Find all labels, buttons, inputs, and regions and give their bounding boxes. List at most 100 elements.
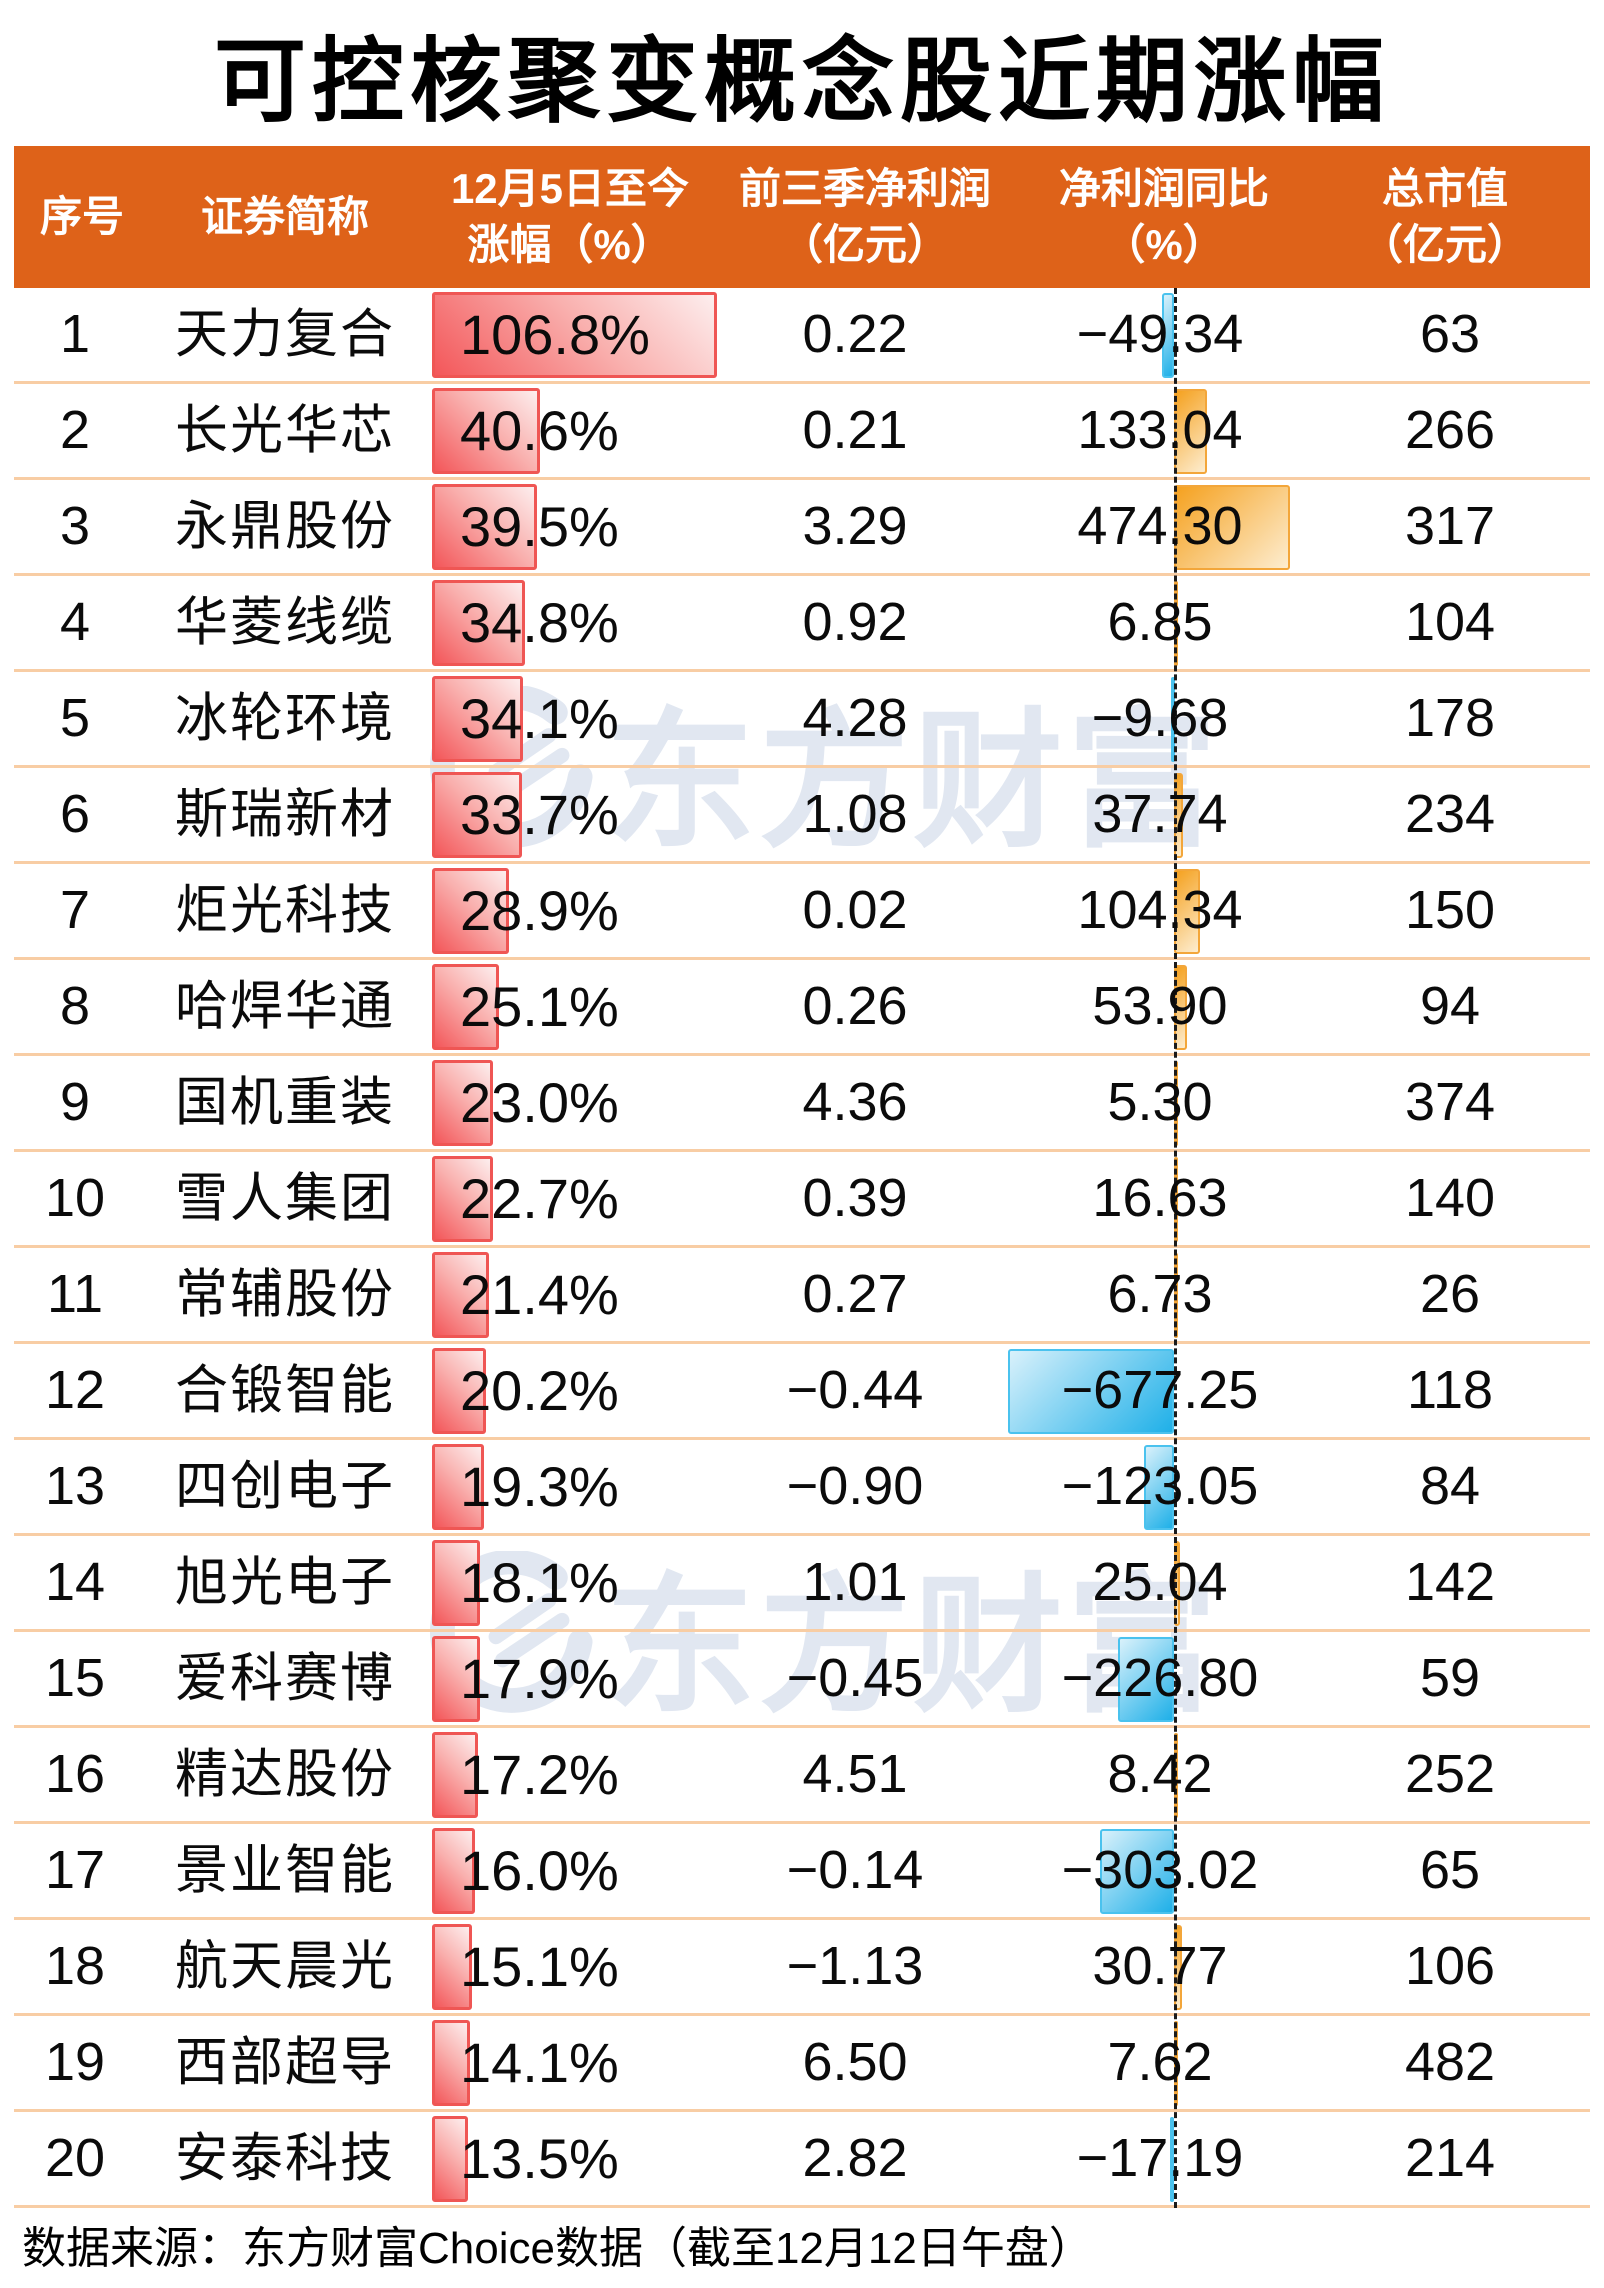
cell-index: 7 xyxy=(59,880,91,940)
table-header: 序号 证券简称 12月5日至今 涨幅（%） 前三季净利润 （亿元） 净利润同比 … xyxy=(14,146,1590,288)
cell-yoy: 5.30 xyxy=(1107,1072,1213,1132)
yoy-bar xyxy=(1118,1637,1174,1722)
cell-gain: 16.0% xyxy=(460,1839,619,1902)
cell-market-cap: 84 xyxy=(1419,1456,1481,1516)
cell-market-cap: 252 xyxy=(1404,1744,1496,1804)
cell-market-cap: 63 xyxy=(1419,304,1481,364)
cell-yoy: 16.63 xyxy=(1092,1168,1228,1228)
gain-bar xyxy=(432,2116,468,2202)
cell-gain: 17.2% xyxy=(460,1743,619,1806)
column-header-label: 12月5日至今 xyxy=(450,165,690,212)
cell-yoy: 37.74 xyxy=(1092,784,1228,844)
cell-stock-name: 雪人集团 xyxy=(175,1169,395,1228)
cell-market-cap: 214 xyxy=(1404,2128,1496,2188)
cell-yoy: −17.19 xyxy=(1076,2128,1244,2188)
table-row: 7 炬光科技 28.9% 0.02 104.34 150 xyxy=(14,864,1590,960)
cell-stock-name: 哈焊华通 xyxy=(175,977,395,1036)
page-title: 可控核聚变概念股近期涨幅 xyxy=(213,30,1390,133)
gain-bar xyxy=(432,2020,470,2106)
gain-bar xyxy=(432,580,525,666)
cell-market-cap: 26 xyxy=(1419,1264,1481,1324)
cell-stock-name: 四创电子 xyxy=(175,1457,395,1516)
gain-bar xyxy=(432,1732,478,1818)
gain-bar xyxy=(432,484,537,570)
cell-yoy: 6.73 xyxy=(1107,1264,1213,1324)
cell-yoy: 30.77 xyxy=(1092,1936,1228,1996)
cell-yoy: −49.34 xyxy=(1076,304,1244,364)
yoy-bar xyxy=(1174,389,1207,474)
cell-stock-name: 国机重装 xyxy=(175,1073,395,1132)
table-row: 4 华菱线缆 34.8% 0.92 6.85 104 xyxy=(14,576,1590,672)
cell-market-cap: 106 xyxy=(1404,1936,1496,1996)
cell-yoy: −677.25 xyxy=(1061,1360,1259,1420)
table-row: 18 航天晨光 15.1% −1.13 30.77 106 xyxy=(14,1920,1590,2016)
cell-gain: 13.5% xyxy=(460,2127,619,2190)
column-header-label: （%） xyxy=(1103,221,1225,268)
cell-yoy: 474.30 xyxy=(1077,496,1243,556)
cell-market-cap: 150 xyxy=(1404,880,1496,940)
cell-net-profit: 6.50 xyxy=(802,2032,908,2092)
column-header-label: （亿元） xyxy=(780,221,949,268)
cell-stock-name: 冰轮环境 xyxy=(175,689,395,748)
column-header-index: 序号 xyxy=(14,146,150,288)
zero-axis-line xyxy=(1174,288,1177,2208)
table-row: 12 合锻智能 20.2% −0.44 −677.25 118 xyxy=(14,1344,1590,1440)
cell-market-cap: 234 xyxy=(1404,784,1496,844)
gain-bar xyxy=(432,868,509,954)
cell-index: 6 xyxy=(59,784,91,844)
table-row: 15 爱科赛博 17.9% −0.45 −226.80 59 xyxy=(14,1632,1590,1728)
cell-gain: 15.1% xyxy=(460,1935,619,1998)
cell-market-cap: 142 xyxy=(1404,1552,1496,1612)
yoy-bar xyxy=(1162,293,1174,378)
column-header-gain: 12月5日至今 涨幅（%） xyxy=(420,146,720,288)
cell-net-profit: 0.92 xyxy=(802,592,908,652)
cell-index: 16 xyxy=(44,1744,106,1804)
cell-net-profit: 4.36 xyxy=(802,1072,908,1132)
cell-gain: 21.4% xyxy=(460,1263,619,1326)
cell-stock-name: 永鼎股份 xyxy=(175,497,395,556)
table-row: 6 斯瑞新材 33.7% 1.08 37.74 234 xyxy=(14,768,1590,864)
table-row: 9 国机重装 23.0% 4.36 5.30 374 xyxy=(14,1056,1590,1152)
cell-net-profit: 2.82 xyxy=(802,2128,908,2188)
cell-net-profit: 0.26 xyxy=(802,976,908,1036)
cell-yoy: −226.80 xyxy=(1061,1648,1259,1708)
gain-bar xyxy=(432,388,540,474)
cell-stock-name: 炬光科技 xyxy=(175,881,395,940)
cell-index: 15 xyxy=(44,1648,106,1708)
gain-bar xyxy=(432,292,717,378)
data-source-note: 数据来源：东方财富Choice数据（截至12月12日午盘） xyxy=(22,2224,1093,2273)
cell-market-cap: 59 xyxy=(1419,1648,1481,1708)
cell-net-profit: 4.51 xyxy=(802,1744,908,1804)
yoy-bar xyxy=(1008,1349,1174,1434)
cell-net-profit: 1.01 xyxy=(802,1552,908,1612)
cell-gain: 18.1% xyxy=(460,1551,619,1614)
cell-yoy: 53.90 xyxy=(1092,976,1228,1036)
cell-net-profit: 0.21 xyxy=(802,400,908,460)
cell-yoy: 25.04 xyxy=(1092,1552,1228,1612)
gain-bar xyxy=(432,1828,475,1914)
cell-yoy: −123.05 xyxy=(1061,1456,1259,1516)
cell-net-profit: 0.02 xyxy=(802,880,908,940)
cell-stock-name: 安泰科技 xyxy=(175,2129,395,2188)
cell-yoy: −9.68 xyxy=(1091,688,1229,748)
table-row: 11 常辅股份 21.4% 0.27 6.73 26 xyxy=(14,1248,1590,1344)
yoy-bar xyxy=(1144,1445,1174,1530)
table-row: 20 安泰科技 13.5% 2.82 −17.19 214 xyxy=(14,2112,1590,2208)
cell-market-cap: 482 xyxy=(1404,2032,1496,2092)
cell-index: 9 xyxy=(59,1072,91,1132)
cell-stock-name: 爱科赛博 xyxy=(175,1649,395,1708)
cell-gain: 20.2% xyxy=(460,1359,619,1422)
cell-gain: 14.1% xyxy=(460,2031,619,2094)
cell-net-profit: 3.29 xyxy=(802,496,908,556)
cell-stock-name: 航天晨光 xyxy=(175,1937,395,1996)
cell-net-profit: 4.28 xyxy=(802,688,908,748)
cell-index: 18 xyxy=(44,1936,106,1996)
cell-market-cap: 104 xyxy=(1404,592,1496,652)
gain-bar xyxy=(432,964,499,1050)
table-row: 5 冰轮环境 34.1% 4.28 −9.68 178 xyxy=(14,672,1590,768)
column-header-net-profit: 前三季净利润 （亿元） xyxy=(710,146,1020,288)
cell-stock-name: 西部超导 xyxy=(175,2033,395,2092)
table-row: 16 精达股份 17.2% 4.51 8.42 252 xyxy=(14,1728,1590,1824)
column-header-label: 净利润同比 xyxy=(1058,165,1269,212)
